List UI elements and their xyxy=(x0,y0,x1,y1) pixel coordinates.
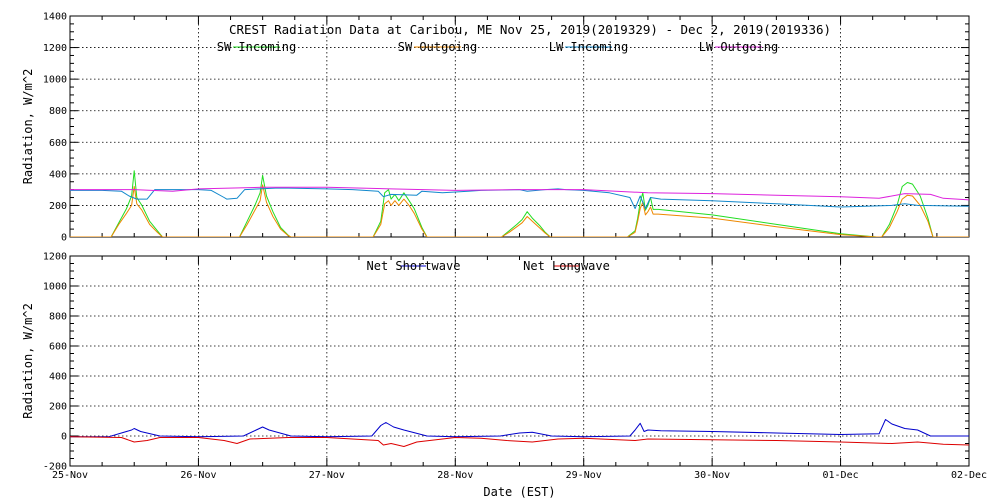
y-tick-label: 400 xyxy=(49,372,67,383)
y-tick-label: 1000 xyxy=(43,75,67,86)
series-line-sw-incoming xyxy=(70,170,969,237)
series-line-lw-outgoing xyxy=(70,186,969,201)
y-tick-label: 800 xyxy=(49,312,67,323)
series-line-net-shortwave xyxy=(70,419,969,438)
x-axis-label: Date (EST) xyxy=(483,485,555,499)
x-tick-label: 28-Nov xyxy=(437,470,473,481)
legend-label: LW Outgoing xyxy=(699,40,778,54)
y-tick-label: 1400 xyxy=(43,12,67,23)
legend-label: Net Shortwave xyxy=(367,259,461,273)
series-line-lw-incoming xyxy=(70,187,969,210)
series-line-sw-outgoing xyxy=(70,184,969,237)
x-tick-label: 25-Nov xyxy=(52,470,88,481)
x-tick-label: 26-Nov xyxy=(180,470,216,481)
x-tick-label: 27-Nov xyxy=(309,470,345,481)
y-tick-label: 200 xyxy=(49,201,67,212)
y-tick-label: 400 xyxy=(49,169,67,180)
y-tick-label: 1000 xyxy=(43,282,67,293)
x-tick-label: 02-Dec xyxy=(951,470,987,481)
y-axis-label: Radiation, W/m^2 xyxy=(21,69,35,185)
legend-label: SW Incoming xyxy=(217,40,296,54)
y-tick-label: 800 xyxy=(49,106,67,117)
legend-label: SW Outgoing xyxy=(398,40,477,54)
series-line-net-longwave xyxy=(70,436,969,447)
y-tick-label: 600 xyxy=(49,138,67,149)
y-tick-label: 1200 xyxy=(43,43,67,54)
chart-panel-1: 0 200 400 600 800 1000 1200 1400 Radiation, W/m^… xyxy=(21,12,970,244)
legend-label: LW Incoming xyxy=(549,40,628,54)
y-axis-label: Radiation, W/m^2 xyxy=(21,303,35,419)
x-tick-label: 30-Nov xyxy=(694,470,730,481)
chart-panel-2: -200 0 200 400 600 800 1000 1200 25-Nov 26-Nov 27-… xyxy=(21,252,987,500)
y-tick-label: 200 xyxy=(49,402,67,413)
y-tick-label: 0 xyxy=(61,432,67,443)
chart-title: CREST Radiation Data at Caribou, ME Nov … xyxy=(229,22,831,37)
y-tick-label: 1200 xyxy=(43,252,67,263)
y-tick-label: 0 xyxy=(61,233,67,244)
plot-frame xyxy=(69,15,970,238)
x-tick-label: 29-Nov xyxy=(566,470,602,481)
y-tick-label: -200 xyxy=(43,462,67,473)
legend-label: Net Longwave xyxy=(523,259,610,273)
x-tick-label: 01-Dec xyxy=(823,470,859,481)
y-tick-label: 600 xyxy=(49,342,67,353)
